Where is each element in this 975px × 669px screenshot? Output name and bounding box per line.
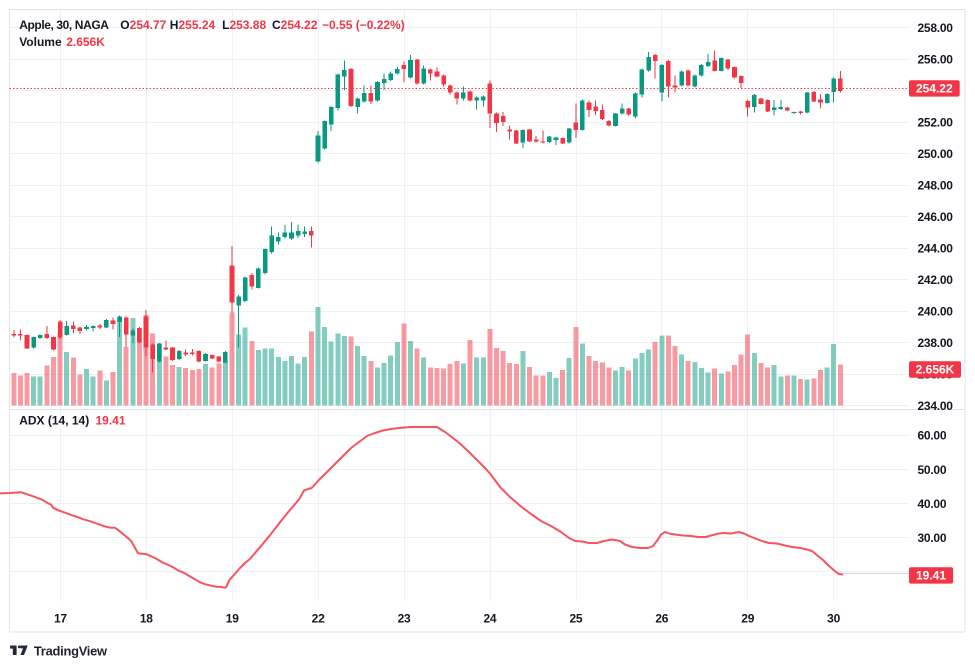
svg-text:60.00: 60.00	[918, 429, 947, 443]
svg-text:238.00: 238.00	[918, 336, 954, 350]
svg-text:254.22: 254.22	[916, 82, 953, 96]
svg-text:18: 18	[140, 612, 153, 626]
svg-text:26: 26	[655, 612, 668, 626]
svg-text:29: 29	[741, 612, 754, 626]
svg-text:258.00: 258.00	[918, 21, 954, 35]
svg-text:17: 17	[54, 612, 67, 626]
svg-text:250.00: 250.00	[918, 147, 954, 161]
svg-text:252.00: 252.00	[918, 115, 954, 129]
svg-text:248.00: 248.00	[918, 178, 954, 192]
svg-text:30: 30	[827, 612, 840, 626]
svg-text:246.00: 246.00	[918, 210, 954, 224]
svg-text:19: 19	[226, 612, 239, 626]
svg-text:19.41: 19.41	[916, 569, 946, 583]
svg-text:ADX (14, 14)19.41: ADX (14, 14) 19.41	[19, 414, 126, 428]
svg-text:242.00: 242.00	[918, 273, 954, 287]
svg-text:234.00: 234.00	[918, 399, 954, 413]
svg-text:TradingView: TradingView	[34, 643, 108, 658]
svg-text:40.00: 40.00	[918, 497, 947, 511]
svg-text:50.00: 50.00	[918, 463, 947, 477]
svg-text:25: 25	[569, 612, 582, 626]
svg-text:23: 23	[398, 612, 411, 626]
svg-text:2.656K: 2.656K	[916, 363, 955, 377]
svg-text:22: 22	[312, 612, 325, 626]
svg-text:244.00: 244.00	[918, 241, 954, 255]
svg-text:256.00: 256.00	[918, 52, 954, 66]
svg-text:240.00: 240.00	[918, 304, 954, 318]
svg-text:30.00: 30.00	[918, 531, 947, 545]
svg-text:24: 24	[483, 612, 496, 626]
